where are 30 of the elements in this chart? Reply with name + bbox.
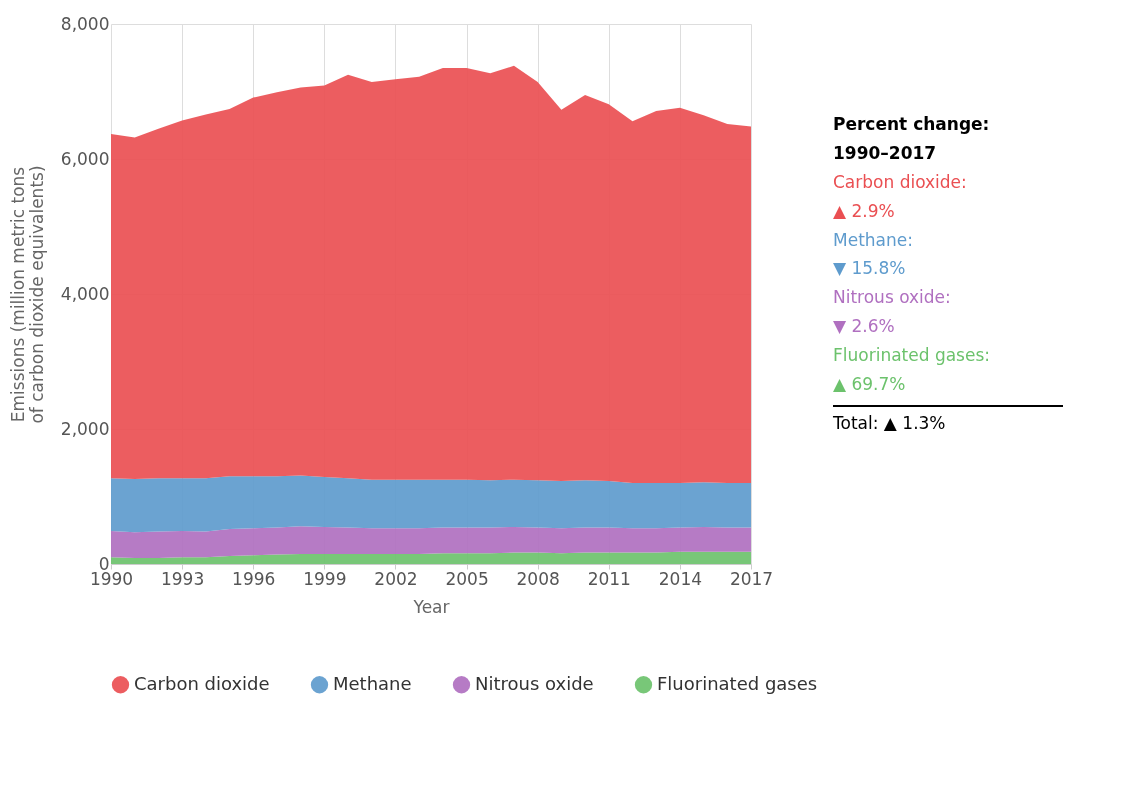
text: Fluorinated gases: (833, 344, 991, 368)
text: Carbon dioxide: (833, 170, 968, 194)
text: ▲ 69.7% (833, 373, 907, 396)
text: Nitrous oxide: (833, 286, 952, 310)
x-tick-label: 2008 (516, 568, 560, 589)
x-axis-title: Year (412, 596, 450, 617)
x-tick-label: 2014 (658, 568, 703, 589)
text: Methane: (833, 228, 914, 252)
x-tick-label: 1993 (160, 568, 205, 589)
x-tick-label: 2005 (445, 568, 489, 589)
legend-label: Nitrous oxide (475, 672, 594, 694)
y-tick-label: 6,000 (60, 148, 110, 169)
text: 1990–2017 (833, 141, 938, 165)
x-tick-label: 2002 (374, 568, 418, 589)
x-tick-label: 1996 (232, 568, 276, 589)
x-tick-label: 2017 (729, 568, 774, 589)
y-tick-label: 8,000 (60, 13, 110, 34)
text: Percent change: (833, 113, 991, 136)
x-tick-label: 2011 (587, 568, 631, 589)
legend-label: Carbon dioxide (134, 672, 270, 694)
legend-label: Fluorinated gases (657, 672, 818, 694)
text: Total: ▲ 1.3% (833, 404, 1063, 438)
y-tick-label: 4,000 (60, 283, 110, 304)
y-axis-title: Emissions (million metric tons of carbon dioxide equivalents) (7, 165, 47, 424)
x-tick-label: 1999 (303, 568, 347, 589)
text: ▼ 15.8% (833, 257, 907, 281)
legend-label: Methane (333, 672, 412, 694)
y-tick-label: 2,000 (60, 418, 110, 439)
text: ▼ 2.6% (833, 315, 896, 339)
text: ▲ 2.9% (833, 199, 896, 223)
